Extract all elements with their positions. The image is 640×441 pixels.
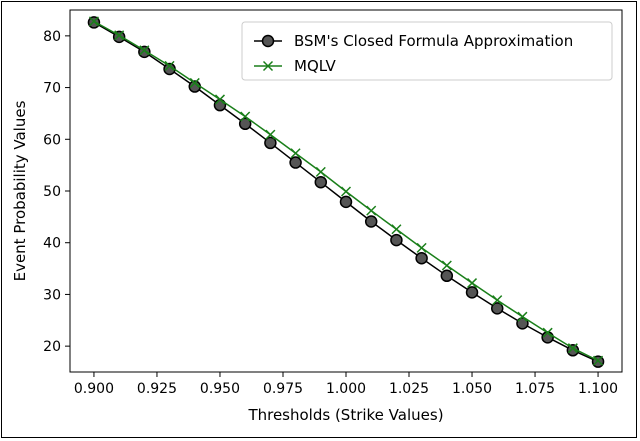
data-point-circle — [390, 233, 403, 247]
data-point-x — [265, 129, 276, 140]
data-point-x — [391, 224, 402, 235]
data-point-x — [466, 278, 478, 289]
data-point-x — [164, 60, 175, 71]
data-point-x — [593, 355, 604, 366]
y-tick-label: 80 — [43, 29, 61, 45]
data-point-x — [366, 205, 377, 216]
data-point-x — [441, 260, 452, 271]
x-tick-label: 0.975 — [263, 381, 303, 397]
data-point-circle — [415, 251, 428, 265]
legend: BSM's Closed Formula Approximation MQLV — [241, 21, 613, 81]
y-tick-label: 70 — [43, 81, 61, 97]
data-point-x — [114, 30, 125, 41]
data-point-circle — [364, 215, 378, 228]
legend-box — [241, 21, 613, 81]
x-tick-label: 1.100 — [578, 381, 618, 397]
data-point-x — [139, 45, 150, 56]
data-point-circle — [238, 117, 252, 131]
data-point-x — [214, 94, 226, 105]
legend-marker-bsm — [261, 34, 275, 48]
y-axis: 20 30 40 50 60 70 80 — [43, 29, 70, 355]
x-axis-label: Thresholds (Strike Values) — [247, 406, 443, 424]
series-layer — [87, 16, 605, 368]
data-point-x — [340, 186, 352, 197]
y-axis-label: Event Probability Values — [11, 100, 29, 281]
x-tick-label: 0.950 — [200, 381, 240, 397]
data-point-circle — [490, 302, 504, 315]
data-point-x — [88, 16, 99, 27]
data-point-circle — [289, 156, 302, 169]
data-point-x — [189, 77, 200, 88]
x-axis: 0.900 0.925 0.950 0.975 1.000 1.025 1.050 1.075… — [74, 372, 618, 397]
x-tick-label: 0.925 — [137, 381, 177, 397]
data-point-x — [542, 327, 553, 338]
data-point-x — [416, 242, 427, 253]
data-point-circle — [314, 175, 328, 189]
y-tick-label: 60 — [43, 132, 61, 148]
legend-label-bsm: BSM's Closed Formula Approximation — [294, 32, 573, 50]
y-tick-label: 50 — [43, 184, 61, 200]
x-tick-label: 1.025 — [389, 381, 429, 397]
series-mqlv — [88, 16, 604, 366]
x-tick-label: 0.900 — [74, 381, 114, 397]
data-point-x — [290, 148, 301, 159]
data-point-circle — [465, 286, 479, 299]
data-point-circle — [264, 136, 277, 150]
x-tick-label: 1.000 — [326, 381, 366, 397]
data-point-x — [315, 166, 326, 177]
y-tick-label: 20 — [43, 339, 61, 355]
legend-label-mqlv: MQLV — [294, 57, 336, 75]
legend-marker-mqlv — [262, 60, 274, 72]
data-point-x — [517, 311, 528, 322]
data-point-circle — [516, 317, 529, 330]
x-tick-label: 1.075 — [515, 381, 555, 397]
data-point-circle — [440, 269, 454, 283]
data-point-x — [567, 343, 578, 354]
data-point-x — [492, 295, 503, 306]
y-tick-label: 40 — [43, 236, 61, 252]
data-point-circle — [339, 195, 353, 209]
y-tick-label: 30 — [43, 287, 61, 303]
data-point-x — [240, 111, 251, 122]
x-tick-label: 1.050 — [452, 381, 492, 397]
